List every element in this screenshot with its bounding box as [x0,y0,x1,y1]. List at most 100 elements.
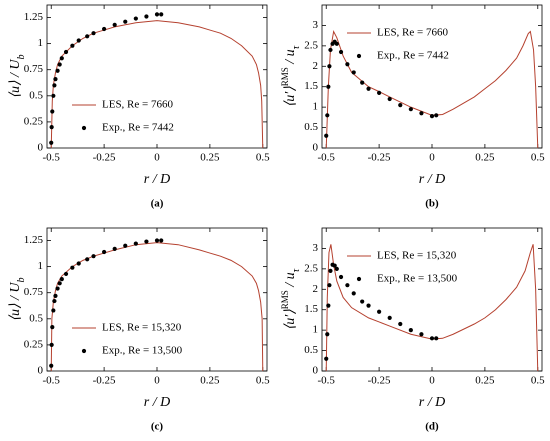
panel: -0.5 -0.25 0 0.25 0.5 0 0.25 0.5 0.75 1 1.25 r / D ⟨… [8,227,270,433]
exp-point [49,140,54,145]
x-axis-label: r / D [144,395,170,410]
x-tick-label: -0.5 [318,375,336,387]
panel: -0.5 -0.25 0 0.25 0.5 0 0.5 1 1.5 2 2.5 3 r / D ⟨u′⟩R… [280,227,545,433]
y-axis-label-part: ⟨u⟩ / U [8,282,23,322]
exp-point [398,321,403,327]
y-axis-label-part: ⟨u⟩ / U [8,59,23,99]
y-tick-label: 1.5 [304,303,318,315]
exp-point [52,83,57,88]
panel-caption: (d) [425,421,439,433]
exp-point [52,298,57,304]
y-axis-label-part: RMS [280,290,290,309]
legend-label: Exp., Re = 7442 [377,50,449,62]
x-axis-label: r / D [144,172,170,187]
legend-label: Exp., Re = 7442 [102,122,174,134]
exp-point [102,249,107,255]
exp-point [55,68,60,73]
x-tick-label: 0 [154,152,160,164]
exp-point [85,34,90,39]
exp-point [325,332,330,337]
exp-point [332,263,337,268]
y-tick-label: 0.5 [29,312,43,324]
exp-point [76,38,81,43]
y-tick-label: 0.5 [304,121,318,133]
exp-point [49,125,54,130]
y-tick-label: 2.5 [304,262,318,274]
x-tick-label: -0.25 [93,152,116,164]
y-tick-label: 3 [313,242,319,254]
y-tick-label: 2.5 [304,39,318,51]
exp-point [123,243,128,248]
exp-point [53,77,58,82]
y-tick-label: 0 [38,365,44,377]
exp-point [345,283,350,288]
y-tick-label: 1 [313,101,319,113]
legend-swatch [81,125,87,131]
panel: -0.5 -0.25 0 0.25 0.5 0 0.25 0.5 0.75 1 1.25 r / D ⟨… [8,4,270,210]
x-tick-label: -0.25 [368,152,391,164]
exp-point [123,19,128,24]
exp-point [324,356,329,361]
exp-point [49,363,54,368]
exp-point [328,47,333,53]
exp-point [408,328,413,333]
exp-point [50,109,55,114]
les-line [325,244,539,372]
x-tick-label: -0.25 [93,375,116,387]
exp-point [91,254,96,259]
legend-label: Exp., Re = 13,500 [102,345,183,357]
y-tick-label: 0.5 [29,89,43,101]
y-tick-label: 1 [38,37,44,49]
y-axis-label: ⟨u⟩ / Ub [8,278,27,322]
exp-point [59,277,64,282]
x-axis-label: r / D [419,395,445,410]
exp-point [50,325,55,330]
y-axis-label-part: τ [291,268,302,272]
exp-point [76,261,81,266]
exp-point [351,70,356,75]
x-tick-label: 0 [154,375,160,387]
legend-swatch [81,348,87,354]
exp-point [429,336,435,341]
y-tick-label: 0.5 [304,344,318,356]
exp-point [91,31,96,36]
y-axis-label-part: b [16,278,27,283]
exp-point [55,286,60,291]
exp-point [70,43,75,48]
les-line [50,20,264,149]
exp-point [159,12,164,17]
exp-point [159,238,164,243]
exp-point [144,239,149,244]
x-tick-label: -0.5 [43,375,61,387]
exp-point [327,64,332,69]
legend-label: LES, Re = 7660 [377,27,448,39]
exp-point [59,56,64,61]
x-tick-label: -0.5 [318,152,336,164]
exp-point [325,113,330,118]
y-axis-label-part: τ [291,45,302,49]
exp-point [112,22,117,27]
exp-point [366,303,371,308]
x-tick-label: 0.25 [475,152,495,164]
panel-caption: (a) [151,198,164,210]
y-tick-label: 2 [313,60,319,72]
exp-point [326,84,331,89]
exp-point [351,291,356,296]
legend-swatch [356,276,362,282]
exp-point [63,49,69,55]
exp-point [49,342,54,348]
les-line [325,30,539,149]
exp-point [112,246,117,251]
y-tick-label: 0.75 [24,286,44,298]
y-axis-label: ⟨u⟩ / Ub [8,55,27,99]
legend-label: LES, Re = 15,320 [377,250,457,262]
y-axis-label: ⟨u′⟩RMS / uτ [280,268,302,330]
x-tick-label: -0.5 [43,152,61,164]
exp-point [334,41,339,46]
x-tick-label: 0.5 [256,152,270,164]
x-tick-label: 0.5 [256,375,270,387]
y-axis-label-part: RMS [280,67,290,86]
panel-caption: (b) [425,198,439,210]
y-axis-label-part: / u [283,49,298,67]
